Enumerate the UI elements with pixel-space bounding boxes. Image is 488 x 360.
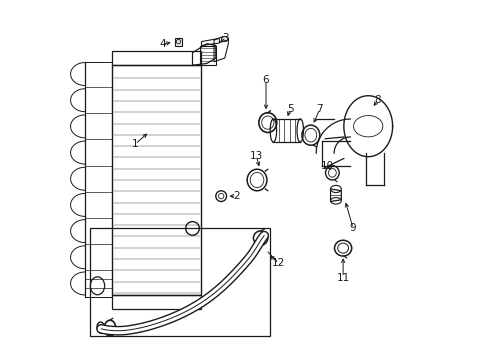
Text: 11: 11: [336, 273, 349, 283]
Bar: [174, 38, 182, 45]
Text: 12: 12: [271, 258, 285, 268]
Text: 1: 1: [132, 139, 138, 149]
Text: 9: 9: [349, 224, 356, 233]
Text: 7: 7: [316, 104, 323, 114]
Text: 3: 3: [222, 33, 229, 42]
Text: 6: 6: [262, 75, 269, 85]
Text: 4: 4: [159, 40, 166, 49]
Ellipse shape: [221, 37, 227, 41]
Text: 10: 10: [320, 161, 333, 171]
Text: 5: 5: [286, 104, 293, 114]
Text: 2: 2: [233, 191, 240, 201]
Text: 13: 13: [249, 150, 263, 161]
Text: 8: 8: [374, 95, 381, 105]
Bar: [90, 228, 269, 336]
